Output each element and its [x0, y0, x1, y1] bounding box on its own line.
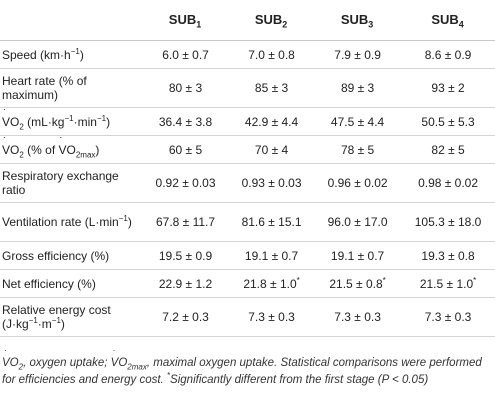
- cell-sub2: 85 ± 3: [228, 68, 315, 108]
- cell-sub2: 7.0 ± 0.8: [228, 40, 315, 69]
- cell-sub2: 21.8 ± 1.0*: [228, 269, 315, 298]
- row-label: VO2 (% of VO2max): [0, 135, 142, 164]
- row-label: Heart rate (% of maximum): [0, 68, 142, 108]
- cell-sub3: 89 ± 3: [314, 68, 401, 108]
- row-label: Relative energy cost (J·kg−1·m−1): [0, 297, 142, 337]
- table-row-vo2-ml: VO2 (mL·kg−1·min−1) 36.4 ± 3.8 42.9 ± 4.…: [0, 107, 495, 136]
- cell-sub1: 80 ± 3: [142, 68, 229, 108]
- table-row-rer: Respiratory exchange ratio 0.92 ± 0.03 0…: [0, 163, 495, 203]
- cell-sub1: 0.92 ± 0.03: [142, 163, 229, 203]
- table-row-ventilation: Ventilation rate (L·min−1) 67.8 ± 11.7 8…: [0, 202, 495, 242]
- cell-sub4: 8.6 ± 0.9: [400, 40, 495, 69]
- header-sub4: SUB4: [400, 0, 495, 41]
- row-label: Respiratory exchange ratio: [0, 163, 142, 203]
- significance-mark: *: [473, 275, 477, 285]
- cell-sub2: 42.9 ± 4.4: [228, 107, 315, 136]
- cell-sub2: 7.3 ± 0.3: [228, 297, 315, 337]
- significance-mark: *: [382, 275, 386, 285]
- table-row-speed: Speed (km·h−1) 6.0 ± 0.7 7.0 ± 0.8 7.9 ±…: [0, 40, 495, 69]
- row-label: Speed (km·h−1): [0, 40, 142, 69]
- cell-sub1: 36.4 ± 3.8: [142, 107, 229, 136]
- cell-sub2: 0.93 ± 0.03: [228, 163, 315, 203]
- cell-sub3: 21.5 ± 0.8*: [314, 269, 401, 298]
- cell-sub1: 67.8 ± 11.7: [142, 202, 229, 242]
- cell-sub4: 7.3 ± 0.3: [400, 297, 495, 337]
- cell-sub3: 7.9 ± 0.9: [314, 40, 401, 69]
- header-sub2: SUB2: [228, 0, 315, 41]
- header-row: SUB1 SUB2 SUB3 SUB4: [0, 0, 495, 41]
- cell-sub1: 7.2 ± 0.3: [142, 297, 229, 337]
- cell-sub3: 78 ± 5: [314, 135, 401, 164]
- cell-sub4: 105.3 ± 18.0: [400, 202, 495, 242]
- cell-sub4: 93 ± 2: [400, 68, 495, 108]
- significance-mark: *: [296, 275, 300, 285]
- cell-sub4: 21.5 ± 1.0*: [400, 269, 495, 298]
- row-label: VO2 (mL·kg−1·min−1): [0, 107, 142, 136]
- cell-sub1: 6.0 ± 0.7: [142, 40, 229, 69]
- table-footnote: VO2, oxygen uptake; VO2max, maximal oxyg…: [2, 347, 492, 389]
- cell-sub2: 19.1 ± 0.7: [228, 241, 315, 270]
- cell-sub3: 0.96 ± 0.02: [314, 163, 401, 203]
- table-row-energy-cost: Relative energy cost (J·kg−1·m−1) 7.2 ± …: [0, 297, 495, 337]
- cell-sub4: 19.3 ± 0.8: [400, 241, 495, 270]
- cell-sub4: 82 ± 5: [400, 135, 495, 164]
- row-label: Net efficiency (%): [0, 269, 142, 298]
- row-label: Ventilation rate (L·min−1): [0, 202, 142, 242]
- cell-sub4: 50.5 ± 5.3: [400, 107, 495, 136]
- cell-sub1: 19.5 ± 0.9: [142, 241, 229, 270]
- row-label: Gross efficiency (%): [0, 241, 142, 270]
- cell-sub3: 7.3 ± 0.3: [314, 297, 401, 337]
- table-row-heart-rate: Heart rate (% of maximum) 80 ± 3 85 ± 3 …: [0, 68, 495, 108]
- cell-sub2: 70 ± 4: [228, 135, 315, 164]
- cell-sub4: 0.98 ± 0.02: [400, 163, 495, 203]
- header-blank: [0, 0, 142, 41]
- table-row-vo2-percent: VO2 (% of VO2max) 60 ± 5 70 ± 4 78 ± 5 8…: [0, 135, 495, 164]
- table-row-net-efficiency: Net efficiency (%) 22.9 ± 1.2 21.8 ± 1.0…: [0, 269, 495, 298]
- cell-sub3: 96.0 ± 17.0: [314, 202, 401, 242]
- table-row-gross-efficiency: Gross efficiency (%) 19.5 ± 0.9 19.1 ± 0…: [0, 241, 495, 270]
- cell-sub1: 60 ± 5: [142, 135, 229, 164]
- header-sub1: SUB1: [142, 0, 229, 41]
- cell-sub2: 81.6 ± 15.1: [228, 202, 315, 242]
- results-table: SUB1 SUB2 SUB3 SUB4 Speed (km·h−1) 6.0 ±…: [0, 0, 495, 337]
- cell-sub3: 19.1 ± 0.7: [314, 241, 401, 270]
- cell-sub3: 47.5 ± 4.4: [314, 107, 401, 136]
- cell-sub1: 22.9 ± 1.2: [142, 269, 229, 298]
- header-sub3: SUB3: [314, 0, 401, 41]
